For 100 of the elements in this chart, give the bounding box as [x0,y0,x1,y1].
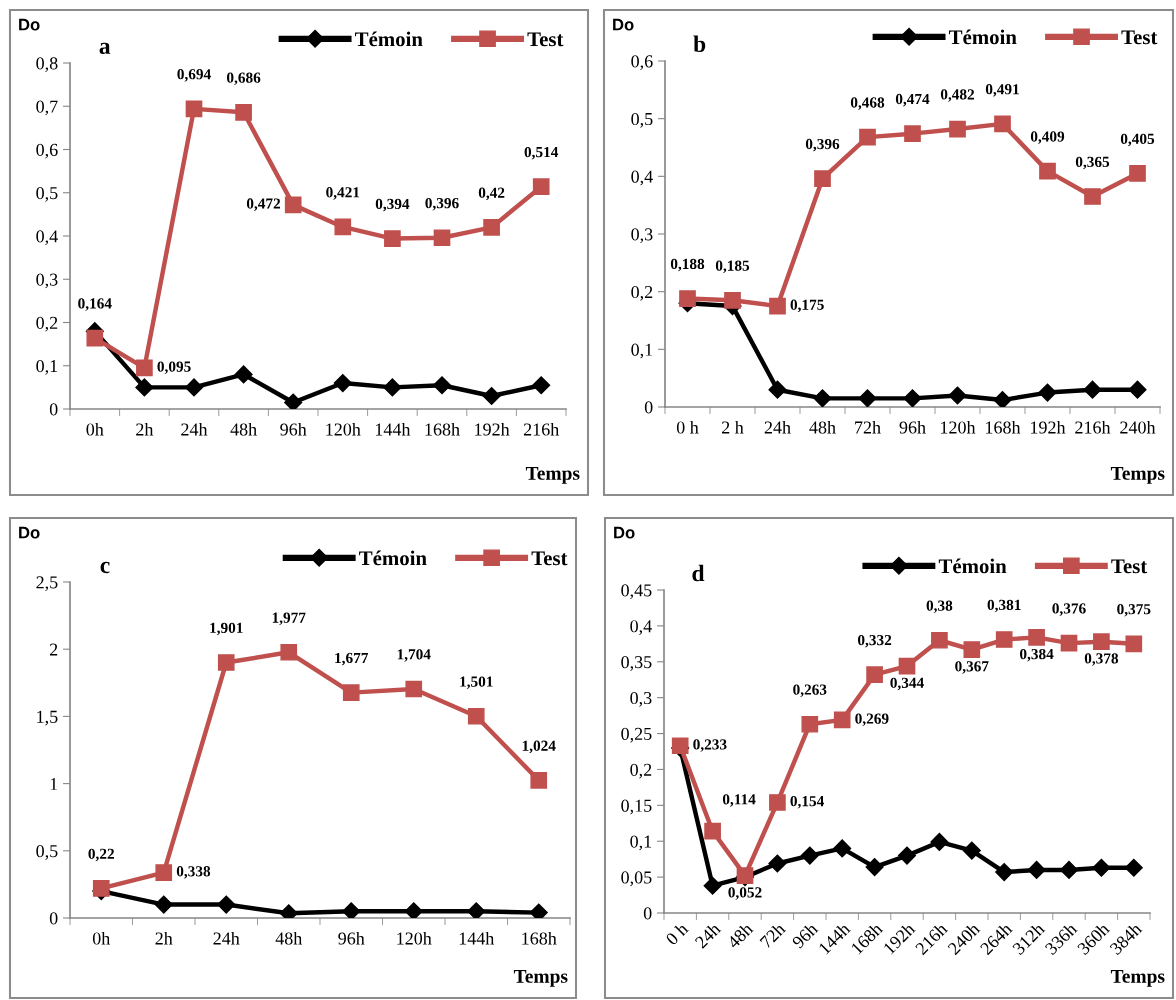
point [1092,858,1111,877]
point [1060,634,1078,652]
point [467,902,486,918]
y-tick-label: 0,6 [631,55,653,71]
point [235,103,252,121]
y-tick-label: 0,3 [631,228,653,244]
x-tick-label: 0h [86,422,104,436]
point [530,772,548,789]
x-tick-label: 264h [979,921,1014,956]
y-axis-title: Do [19,526,40,539]
y-tick-label: 0,5 [36,187,58,202]
point [679,290,696,307]
data-label: 0,409 [1030,131,1065,144]
data-label: 0,095 [157,361,191,374]
y-axis-title: Do [614,526,635,539]
y-tick-label: 0,3 [630,691,652,707]
x-tick-label: 96h [899,420,926,434]
data-label: 0,188 [670,258,705,272]
y-tick-label: 0 [644,401,653,414]
point [995,631,1013,648]
x-tick-label: 312h [1011,921,1046,956]
data-label: 0,381 [987,599,1021,613]
y-tick-label: 0,25 [621,727,652,743]
data-label: 1,677 [335,652,369,666]
point [404,902,423,918]
y-tick-label: 0,7 [36,100,58,116]
data-label: 0,396 [805,138,840,152]
point [903,389,922,407]
y-tick-label: 0,35 [621,656,652,671]
x-tick-label: 72h [759,921,787,949]
x-tick-label: 24h [181,422,208,436]
point [342,902,361,918]
data-label: 0,338 [176,866,211,879]
point [1128,380,1147,399]
point [948,386,967,405]
data-label: 0,052 [728,887,762,900]
data-label: 1,704 [397,649,431,662]
legend-label: Test [1121,30,1158,45]
x-tick-label: 48h [726,921,754,950]
data-label: 0,175 [790,299,824,313]
legend-label: Témoin [938,558,1007,574]
x-tick-label: 216h [523,422,560,436]
point [136,359,153,377]
point [866,666,883,684]
point [234,365,253,384]
y-tick-label: 2 [49,643,58,656]
point [333,374,352,393]
y-tick-label: 0 [49,403,58,416]
point [383,378,402,397]
point [704,822,721,840]
x-tick-label: 48h [275,931,303,945]
x-tick-label: 96h [791,921,819,950]
x-tick-label: 360h [1076,921,1111,956]
point [467,707,485,725]
point [813,389,832,407]
y-tick-label: 1,5 [37,710,58,726]
x-tick-label: 24h [694,921,722,949]
x-axis-title: Temps [1110,466,1165,484]
x-tick-label: 2h [136,422,154,436]
chart-title: c [100,561,110,574]
x-tick-label: 144h [375,422,411,436]
x-tick-label: 2 h [722,420,744,434]
point [1129,165,1146,182]
y-tick-label: 0,3 [36,273,58,289]
x-tick-label: 2h [155,931,173,945]
y-tick-label: 0,1 [630,835,652,851]
y-tick-label: 0,6 [36,143,58,159]
point [768,854,787,873]
legend-label: Témoin [359,550,427,566]
x-tick-label: 144h [459,931,495,945]
point [482,386,501,406]
point [532,178,550,196]
point [897,846,917,865]
x-tick-label: 240h [1120,420,1156,434]
point [1039,162,1056,180]
y-tick-label: 0,5 [36,845,58,860]
point [92,880,110,897]
data-label: 0,491 [985,84,1019,97]
y-tick-label: 0,4 [36,230,58,246]
point [334,218,352,236]
data-label: 0,405 [1120,133,1155,147]
data-label: 1,024 [522,740,556,754]
point [155,864,173,881]
y-tick-label: 0,2 [36,316,58,332]
x-tick-label: 0 h [676,420,699,434]
point [1027,860,1046,879]
point [865,858,884,877]
x-tick-label: 216h [1075,420,1111,434]
data-label: 0,482 [940,89,975,102]
x-tick-label: 192h [1031,420,1066,434]
data-label: 0,344 [890,677,924,691]
legend-label: Test [527,32,564,47]
data-label: 0,384 [1019,648,1054,662]
point [1059,860,1079,879]
data-label: 0,114 [722,794,756,807]
data-label: 0,42 [478,187,505,201]
point [931,631,948,649]
x-tick-label: 336h [1044,921,1078,956]
y-tick-label: 0,1 [631,343,653,359]
y-tick-label: 0 [49,912,58,925]
